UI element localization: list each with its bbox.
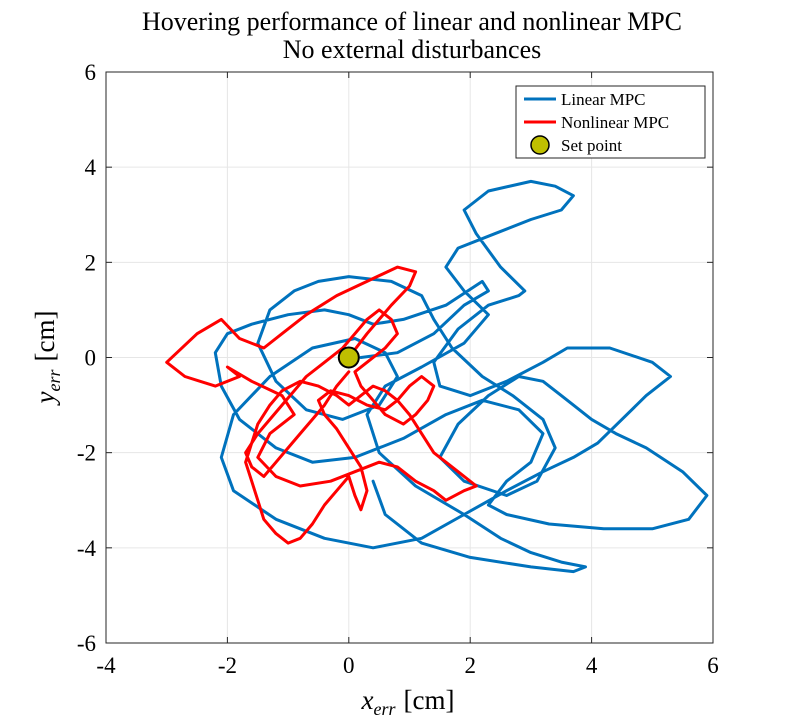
x-tick-label: -2 [218,653,237,678]
y-tick-label: 4 [85,155,97,180]
set-point-marker [337,346,360,369]
y-axis-var: y [30,391,60,406]
x-tick-label: 2 [464,653,476,678]
x-axis-sub: err [374,699,397,719]
chart-title: Hovering performance of linear and nonli… [142,7,682,36]
legend-label-linear-mpc: Linear MPC [561,90,646,109]
y-axis-sub: err [44,368,64,391]
y-axis-label: yerr [cm] [30,311,64,407]
y-tick-label: -2 [77,441,96,466]
series-line-linear-mpc [213,179,709,574]
x-axis-label: xerr [cm] [361,685,455,719]
plot-frame [105,71,714,644]
setpoint-layer [337,346,360,369]
legend-swatch-set-point [530,135,550,155]
x-ticks: -4 -2 0 2 4 6 [96,72,719,678]
series-line-nonlinear-mpc [165,265,478,545]
x-tick-label: 0 [343,653,355,678]
chart-subtitle: No external disturbances [283,35,541,64]
y-tick-label: 0 [85,346,97,371]
x-axis-var: x [361,685,374,715]
y-tick-label: -4 [77,536,97,561]
y-tick-label: 2 [85,250,97,275]
series-layer [165,179,709,574]
x-axis-unit: [cm] [404,685,455,715]
y-axis-unit: [cm] [30,311,60,362]
legend: Linear MPC Nonlinear MPC Set point [515,85,706,159]
y-ticks: -6 -4 -2 0 2 4 6 [77,60,713,656]
x-tick-label: 4 [586,653,598,678]
x-tick-label: 6 [707,653,719,678]
legend-label-set-point: Set point [561,136,622,155]
y-tick-label: 6 [85,60,97,85]
x-tick-label: -4 [96,653,116,678]
y-tick-label: -6 [77,631,96,656]
legend-label-nonlinear-mpc: Nonlinear MPC [561,113,669,132]
